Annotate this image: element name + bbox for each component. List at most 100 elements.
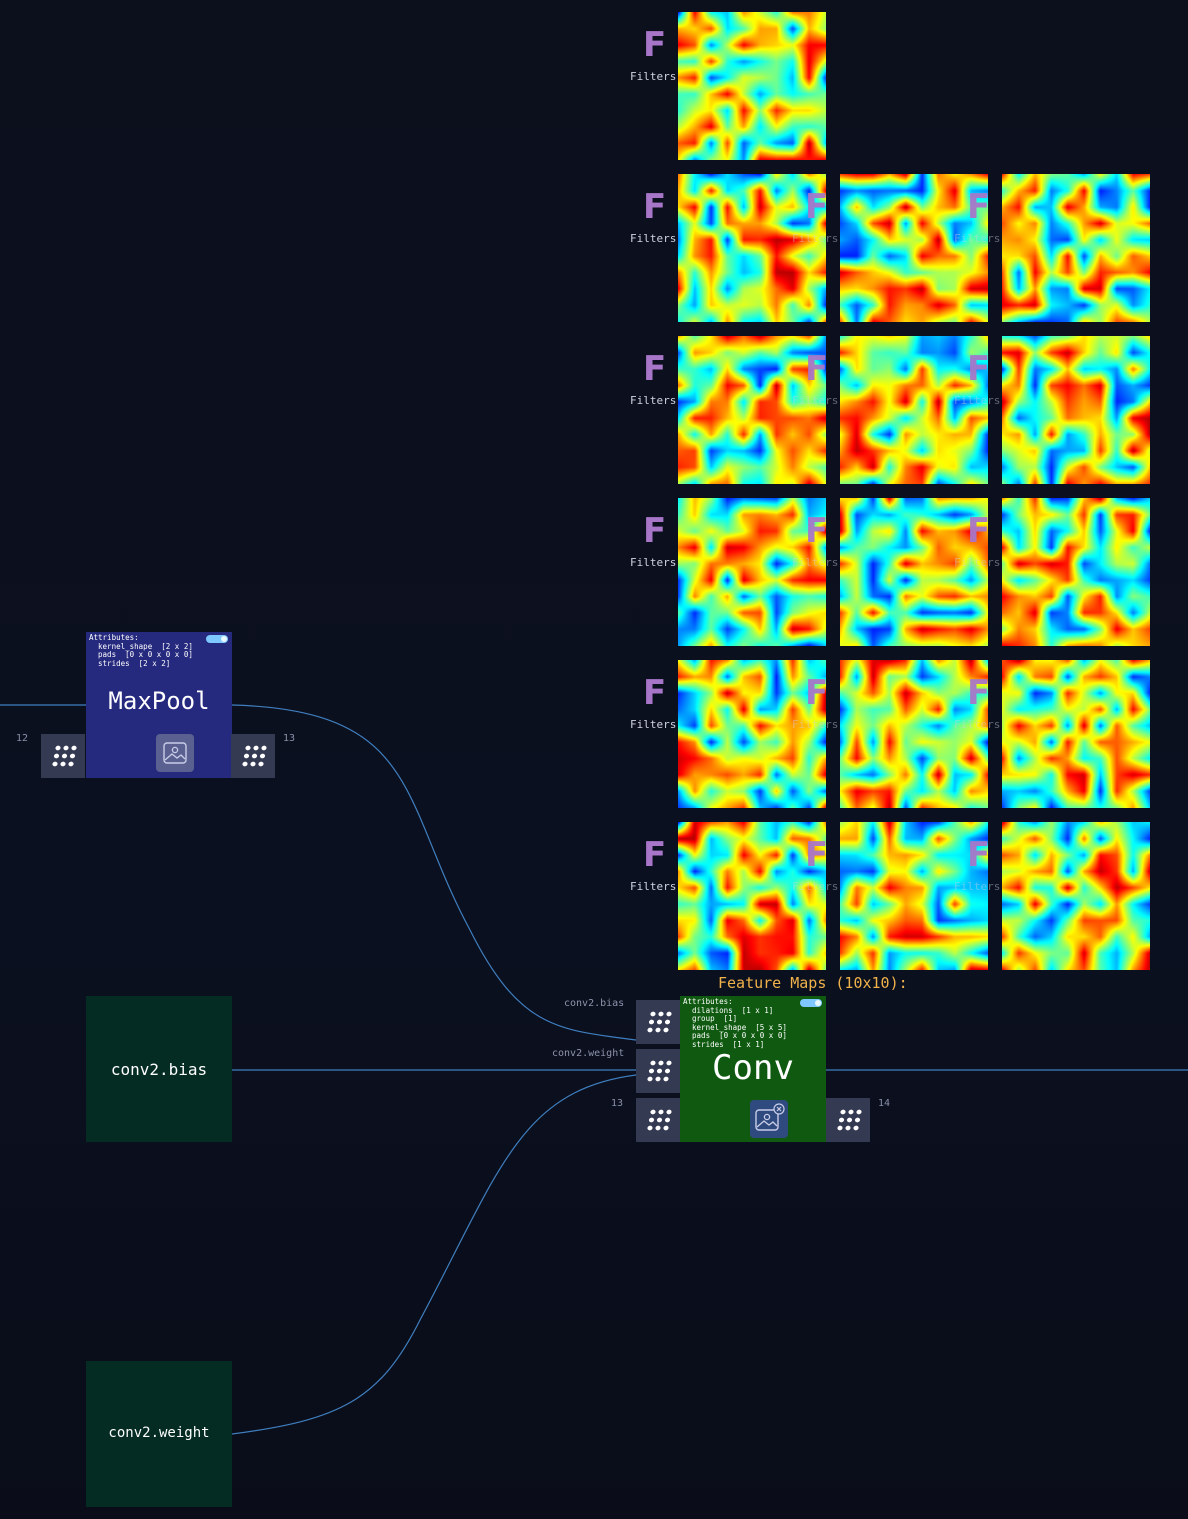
feature-map-tile	[678, 336, 826, 484]
filter-label: Filters	[792, 718, 839, 731]
filter-f-icon: F	[643, 511, 667, 551]
dot-grid-icon	[647, 1060, 672, 1082]
conv-input-label-weight: conv2.weight	[552, 1048, 625, 1059]
maxpool-attributes: Attributes: kernel_shape [2 x 2] pads [0…	[89, 633, 193, 668]
filter-label: Filters	[954, 718, 1001, 731]
dot-grid-icon	[52, 745, 77, 767]
conv2-weight-title: conv2.weight	[108, 1425, 210, 1441]
filter-f-icon: F	[643, 25, 667, 65]
feature-map-tile	[1002, 174, 1150, 322]
feature-map-tile	[1002, 336, 1150, 484]
feature-map-tile	[840, 822, 988, 970]
feature-map-image	[840, 174, 988, 322]
conv-image-button[interactable]	[750, 1100, 788, 1138]
feature-map-image	[1002, 498, 1150, 646]
feature-map-tile	[840, 174, 988, 322]
filter-f-icon: F	[967, 835, 991, 875]
maxpool-input-port[interactable]	[41, 734, 85, 778]
feature-map-tile	[678, 12, 826, 160]
filter-f-icon: F	[967, 187, 991, 227]
filter-f-icon: F	[643, 673, 667, 713]
dot-grid-icon	[647, 1011, 672, 1033]
filter-label: Filters	[630, 70, 677, 83]
maxpool-attributes-toggle[interactable]	[206, 635, 228, 643]
filter-badge[interactable]: F Filters	[792, 668, 852, 731]
filter-f-icon: F	[805, 673, 829, 713]
feature-map-image	[678, 822, 826, 970]
filter-label: Filters	[630, 880, 677, 893]
feature-map-image	[678, 498, 826, 646]
maxpool-node[interactable]: Attributes: kernel_shape [2 x 2] pads [0…	[86, 632, 232, 778]
filter-f-icon: F	[967, 511, 991, 551]
filter-f-icon: F	[967, 349, 991, 389]
filter-f-icon: F	[643, 835, 667, 875]
dot-grid-icon	[242, 745, 267, 767]
dot-grid-icon	[647, 1109, 672, 1131]
filter-badge[interactable]: F Filters	[792, 182, 852, 245]
conv2-weight-node[interactable]: conv2.weight	[86, 1361, 232, 1507]
filter-badge[interactable]: F Filters	[954, 668, 1014, 731]
filter-badge[interactable]: F Filters	[630, 20, 690, 83]
feature-map-tile	[678, 660, 826, 808]
filter-label: Filters	[954, 880, 1001, 893]
filter-label: Filters	[954, 556, 1001, 569]
feature-map-tile	[840, 660, 988, 808]
conv-input-port-data[interactable]	[636, 1098, 680, 1142]
filter-label: Filters	[792, 232, 839, 245]
conv-input-port-weight[interactable]	[636, 1049, 680, 1093]
filter-label: Filters	[630, 556, 677, 569]
filter-label: Filters	[792, 880, 839, 893]
conv-output-port-number: 14	[878, 1098, 891, 1109]
conv-input-port-bias[interactable]	[636, 1000, 680, 1044]
feature-map-image	[840, 498, 988, 646]
filter-label: Filters	[954, 232, 1001, 245]
feature-map-image	[1002, 336, 1150, 484]
conv-node[interactable]: Attributes: dilations [1 x 1] group [1] …	[680, 996, 826, 1142]
conv2-bias-node[interactable]: conv2.bias	[86, 996, 232, 1142]
feature-map-tile	[678, 174, 826, 322]
filter-badge[interactable]: F Filters	[954, 830, 1014, 893]
maxpool-title: MaxPool	[108, 687, 210, 715]
filter-badge[interactable]: F Filters	[630, 830, 690, 893]
filter-f-icon: F	[805, 187, 829, 227]
filter-badge[interactable]: F Filters	[792, 344, 852, 407]
feature-map-image	[1002, 660, 1150, 808]
maxpool-output-port[interactable]	[231, 734, 275, 778]
conv-input-port-number: 13	[611, 1098, 624, 1109]
image-close-icon	[755, 1103, 785, 1131]
conv-input-label-bias: conv2.bias	[564, 998, 625, 1009]
filter-badge[interactable]: F Filters	[630, 668, 690, 731]
feature-map-image	[1002, 174, 1150, 322]
wire-maxpool-to-conv	[231, 704, 637, 1041]
filter-badge[interactable]: F Filters	[792, 506, 852, 569]
feature-map-image	[678, 660, 826, 808]
filter-badge[interactable]: F Filters	[954, 344, 1014, 407]
image-icon	[163, 742, 187, 764]
feature-map-tile	[840, 498, 988, 646]
feature-map-image	[840, 660, 988, 808]
filter-f-icon: F	[967, 673, 991, 713]
feature-map-image	[678, 174, 826, 322]
filter-badge[interactable]: F Filters	[954, 506, 1014, 569]
filter-badge[interactable]: F Filters	[630, 344, 690, 407]
filter-label: Filters	[630, 394, 677, 407]
conv-attributes: Attributes: dilations [1 x 1] group [1] …	[683, 997, 787, 1049]
filter-badge[interactable]: F Filters	[792, 830, 852, 893]
filter-f-icon: F	[805, 511, 829, 551]
conv-attributes-toggle[interactable]	[800, 999, 822, 1007]
feature-map-image	[840, 336, 988, 484]
maxpool-image-button[interactable]	[156, 734, 194, 772]
filter-badge[interactable]: F Filters	[954, 182, 1014, 245]
filter-badge[interactable]: F Filters	[630, 506, 690, 569]
filter-label: Filters	[792, 556, 839, 569]
maxpool-input-port-number: 12	[16, 733, 29, 744]
maxpool-output-port-number: 13	[283, 733, 296, 744]
filter-badge[interactable]: F Filters	[630, 182, 690, 245]
conv-title: Conv	[712, 1048, 794, 1088]
filter-f-icon: F	[643, 349, 667, 389]
dot-grid-icon	[837, 1109, 862, 1131]
conv-output-port[interactable]	[826, 1098, 870, 1142]
feature-map-tile	[678, 822, 826, 970]
feature-map-tile	[1002, 822, 1150, 970]
